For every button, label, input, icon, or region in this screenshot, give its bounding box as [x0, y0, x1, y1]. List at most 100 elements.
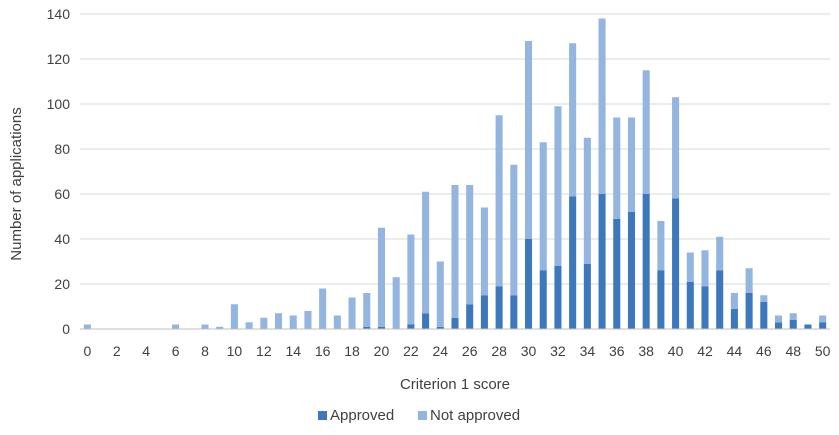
x-tick-label: 28	[491, 343, 507, 359]
bar-not-approved	[525, 41, 533, 239]
bar-not-approved	[319, 288, 327, 329]
bar-not-approved	[201, 324, 209, 329]
y-tick-label: 140	[47, 6, 71, 22]
bar-not-approved	[289, 315, 297, 329]
bar-approved	[642, 194, 650, 329]
bar-not-approved	[480, 207, 488, 296]
bar-approved	[789, 320, 797, 329]
bar-approved	[745, 293, 753, 329]
bar-not-approved	[436, 261, 444, 327]
bar-not-approved	[451, 185, 459, 318]
bar-not-approved	[407, 234, 415, 325]
bar-approved	[525, 239, 533, 329]
legend-label: Not approved	[430, 407, 520, 424]
bar-approved	[672, 198, 680, 329]
bar-approved	[716, 270, 724, 329]
bar-not-approved	[466, 185, 474, 305]
bar-not-approved	[819, 315, 827, 323]
bar-not-approved	[554, 106, 562, 266]
bar-not-approved	[216, 326, 224, 329]
bar-approved	[510, 295, 518, 329]
bar-not-approved	[275, 313, 283, 329]
x-tick-label: 32	[550, 343, 566, 359]
legend-swatch	[418, 411, 427, 420]
legend-swatch	[318, 411, 327, 420]
bar-not-approved	[775, 315, 783, 323]
bar-not-approved	[642, 70, 650, 194]
bar-not-approved	[583, 137, 591, 264]
bar-not-approved	[172, 324, 180, 329]
bar-not-approved	[716, 236, 724, 271]
bar-approved	[539, 270, 547, 329]
bar-not-approved	[686, 252, 694, 282]
bar-not-approved	[422, 191, 430, 314]
bar-not-approved	[245, 322, 253, 329]
legend: Approved Not approved	[318, 407, 520, 424]
x-tick-label: 4	[142, 343, 150, 359]
x-tick-label: 50	[815, 343, 831, 359]
y-tick-label: 0	[62, 321, 70, 337]
bar-approved	[436, 326, 444, 329]
bar-not-approved	[260, 317, 268, 329]
bar-not-approved	[657, 221, 665, 271]
bar-approved	[686, 281, 694, 329]
x-tick-label: 48	[785, 343, 801, 359]
bar-not-approved	[392, 277, 400, 329]
bar-not-approved	[672, 97, 680, 199]
x-tick-label: 0	[83, 343, 91, 359]
bar-approved	[819, 322, 827, 329]
y-tick-label: 40	[54, 231, 70, 247]
bar-approved	[466, 304, 474, 329]
bar-not-approved	[539, 142, 547, 271]
bar-not-approved	[304, 311, 312, 329]
x-tick-label: 18	[344, 343, 360, 359]
bar-not-approved	[598, 18, 606, 194]
x-axis-label: Criterion 1 score	[400, 376, 510, 393]
bar-approved	[804, 324, 812, 329]
bar-approved	[451, 317, 459, 329]
bar-approved	[760, 302, 768, 329]
y-tick-label: 80	[54, 141, 70, 157]
bar-not-approved	[789, 313, 797, 320]
bar-approved	[613, 218, 621, 329]
bar-not-approved	[333, 315, 341, 329]
x-tick-label: 38	[638, 343, 654, 359]
x-tick-label: 24	[433, 343, 449, 359]
bar-approved	[627, 212, 635, 329]
bar-not-approved	[348, 297, 356, 329]
bar-not-approved	[83, 324, 91, 329]
bar-approved	[422, 313, 430, 329]
x-tick-label: 34	[580, 343, 596, 359]
x-tick-label: 46	[756, 343, 772, 359]
bar-approved	[730, 308, 738, 329]
bar-approved	[363, 326, 371, 329]
bar-not-approved	[627, 117, 635, 212]
y-tick-label: 100	[47, 96, 71, 112]
x-axis-ticks: 0 2 4 6 8 10 12 14 16 18 20 22 24 26 28 30 32 34 36 38 40 42 4…	[83, 343, 830, 359]
x-tick-label: 14	[285, 343, 301, 359]
bar-not-approved	[613, 117, 621, 219]
bar-approved	[657, 270, 665, 329]
bar-not-approved	[363, 293, 371, 327]
bar-not-approved	[377, 227, 385, 327]
x-tick-label: 12	[256, 343, 272, 359]
bar-not-approved	[760, 295, 768, 302]
x-tick-label: 2	[113, 343, 121, 359]
bar-not-approved	[730, 293, 738, 309]
bar-approved	[583, 263, 591, 329]
bar-approved	[377, 326, 385, 329]
y-axis-ticks: 0 20 40 60 80 100 120 140	[47, 6, 71, 337]
bar-approved	[701, 286, 709, 329]
y-tick-label: 60	[54, 186, 70, 202]
bar-approved	[480, 295, 488, 329]
x-tick-label: 16	[315, 343, 331, 359]
bar-approved	[407, 324, 415, 329]
bar-approved	[495, 286, 503, 329]
bar-approved	[598, 194, 606, 329]
x-tick-label: 30	[521, 343, 537, 359]
x-tick-label: 42	[697, 343, 713, 359]
bar-approved	[569, 196, 577, 329]
bar-approved	[554, 266, 562, 329]
x-tick-label: 8	[201, 343, 209, 359]
